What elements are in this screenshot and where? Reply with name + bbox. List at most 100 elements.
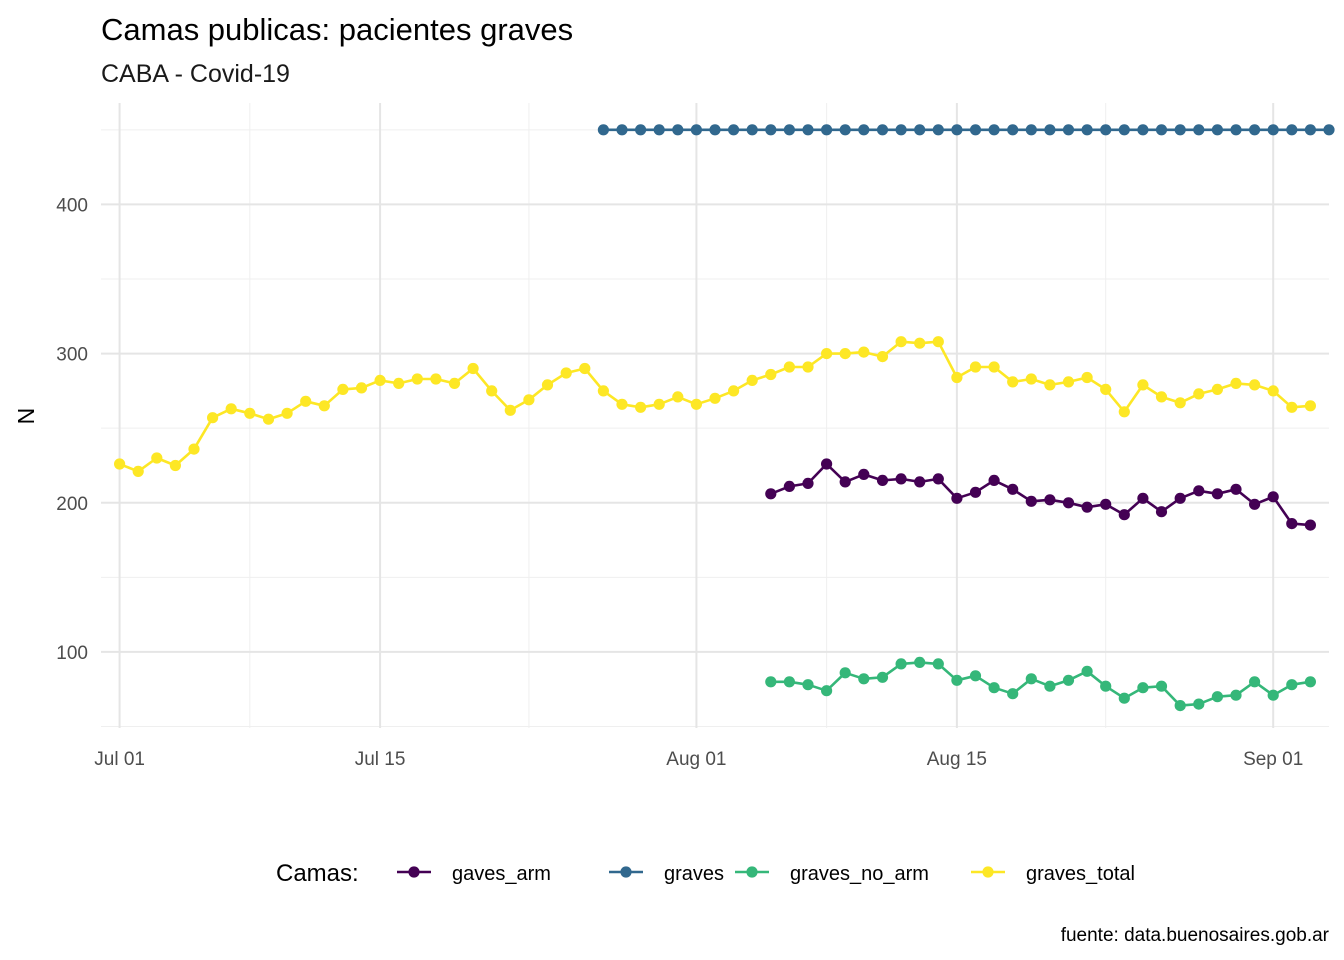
data-point — [839, 124, 851, 136]
series-graves-no-arm — [765, 656, 1316, 712]
data-point — [318, 400, 330, 412]
data-point — [783, 361, 796, 373]
data-point — [858, 124, 870, 136]
legend-title: Camas: — [276, 860, 359, 887]
data-point — [374, 374, 386, 386]
data-point — [1044, 124, 1056, 136]
data-point — [1062, 497, 1075, 509]
data-point — [616, 398, 628, 410]
data-point — [1155, 680, 1168, 692]
data-point — [1211, 124, 1223, 136]
data-point — [653, 124, 665, 136]
data-point — [1267, 689, 1279, 701]
data-point — [430, 373, 442, 385]
data-point — [635, 124, 647, 136]
chart-title: Camas publicas: pacientes graves — [101, 12, 573, 47]
data-point — [765, 676, 777, 688]
data-point — [337, 383, 349, 395]
data-point — [914, 337, 926, 349]
data-point — [1267, 491, 1279, 503]
data-point — [467, 362, 479, 375]
data-point — [1044, 680, 1056, 692]
data-point — [1230, 483, 1242, 495]
data-point — [1155, 124, 1168, 136]
legend-label: graves — [664, 863, 724, 885]
data-point — [876, 474, 889, 486]
data-point — [1193, 388, 1205, 400]
data-point — [858, 468, 870, 480]
data-point — [597, 385, 610, 397]
data-point — [876, 124, 889, 136]
data-point — [783, 124, 796, 136]
data-point — [969, 361, 982, 373]
data-point — [895, 124, 907, 136]
data-point — [1044, 379, 1056, 391]
data-point — [802, 477, 814, 489]
data-point — [1267, 124, 1279, 136]
data-point — [1304, 519, 1316, 531]
data-point — [672, 391, 684, 403]
legend-item: graves — [609, 863, 724, 885]
data-point — [169, 459, 181, 472]
data-point — [1211, 488, 1223, 500]
legend-item: gaves_arm — [397, 863, 551, 885]
data-point — [207, 412, 219, 424]
series-graves-total — [114, 336, 1316, 477]
data-point — [1230, 124, 1242, 136]
data-point — [1025, 673, 1037, 685]
data-point — [728, 385, 740, 397]
data-point — [1044, 494, 1056, 506]
series-group — [114, 124, 1335, 712]
data-point — [579, 362, 591, 375]
data-point — [523, 394, 535, 406]
data-point — [1155, 506, 1168, 518]
data-point — [1118, 509, 1130, 521]
data-point — [1304, 124, 1316, 136]
data-point — [876, 671, 889, 683]
data-point — [876, 351, 889, 363]
data-point — [988, 361, 1000, 373]
data-point — [1304, 400, 1316, 412]
data-point — [709, 124, 721, 136]
data-point — [728, 124, 740, 136]
data-point — [821, 124, 833, 136]
data-point — [1062, 376, 1075, 388]
legend-label: gaves_arm — [452, 863, 551, 885]
data-point — [1118, 692, 1130, 704]
data-point — [653, 398, 665, 410]
data-point — [914, 124, 926, 136]
series-line — [770, 462, 1311, 527]
data-point — [1007, 688, 1019, 700]
data-point — [188, 443, 200, 455]
data-point — [1249, 676, 1261, 688]
data-point — [504, 404, 516, 416]
data-point — [1137, 124, 1149, 136]
data-point — [858, 346, 870, 358]
data-point — [1062, 124, 1075, 136]
data-point — [1249, 379, 1261, 391]
data-point — [783, 676, 796, 688]
data-point — [355, 382, 368, 394]
data-point — [114, 458, 126, 470]
data-point — [821, 348, 833, 360]
data-point — [1081, 501, 1093, 513]
data-point — [932, 124, 944, 136]
x-tick-label: Jul 01 — [94, 749, 145, 770]
data-point — [225, 403, 237, 415]
legend-item: graves_total — [971, 863, 1135, 885]
legend-key-point — [620, 866, 632, 878]
data-point — [1137, 682, 1149, 694]
data-point — [858, 673, 870, 685]
data-point — [895, 658, 907, 670]
data-point — [262, 413, 275, 425]
data-point — [1137, 492, 1149, 504]
data-point — [1286, 401, 1298, 413]
data-point — [1267, 385, 1279, 397]
data-point — [988, 124, 1000, 136]
data-point — [932, 658, 944, 670]
data-point — [300, 395, 312, 407]
data-point — [1007, 124, 1019, 136]
y-tick-label: 100 — [56, 643, 88, 664]
data-point — [951, 371, 963, 384]
data-point — [1304, 676, 1316, 688]
